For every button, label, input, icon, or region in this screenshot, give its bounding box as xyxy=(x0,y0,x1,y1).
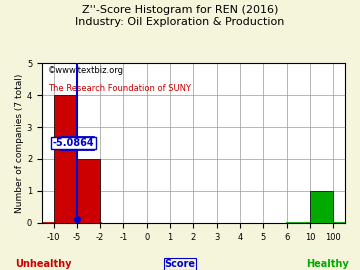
Text: -5.0864: -5.0864 xyxy=(53,138,94,148)
Bar xyxy=(54,95,77,223)
Bar xyxy=(77,159,100,223)
Text: Z''-Score Histogram for REN (2016)
Industry: Oil Exploration & Production: Z''-Score Histogram for REN (2016) Indus… xyxy=(75,5,285,27)
Text: Unhealthy: Unhealthy xyxy=(15,259,71,269)
Text: ©www.textbiz.org: ©www.textbiz.org xyxy=(48,66,124,75)
Text: The Research Foundation of SUNY: The Research Foundation of SUNY xyxy=(48,84,191,93)
Text: Score: Score xyxy=(165,259,195,269)
Bar xyxy=(310,191,333,223)
Text: Healthy: Healthy xyxy=(306,259,349,269)
Y-axis label: Number of companies (7 total): Number of companies (7 total) xyxy=(15,73,24,213)
